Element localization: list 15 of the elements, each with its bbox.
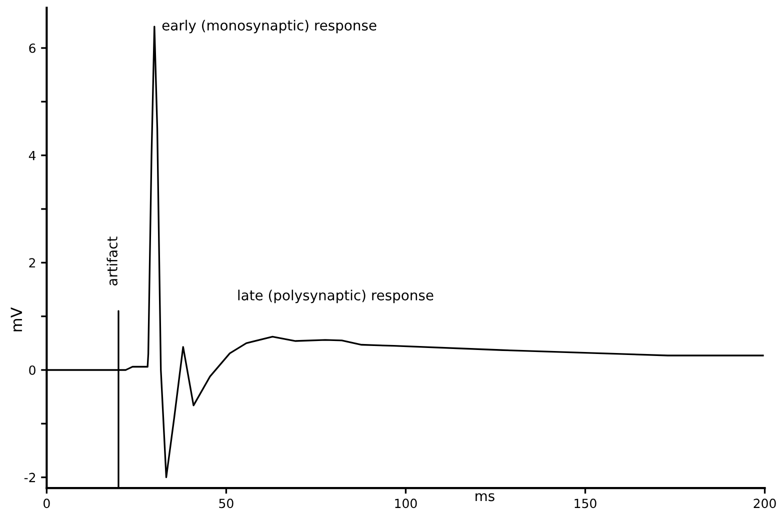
x-tick-label: 0 (44, 498, 50, 508)
y-tick-label: 0 (29, 365, 36, 375)
x-tick-label: 200 (754, 498, 776, 508)
x-tick-label: 150 (574, 498, 596, 508)
y-tick-label: 6 (29, 43, 36, 53)
y-tick-label: 4 (28, 150, 36, 160)
x-axis-title: ms (476, 493, 494, 502)
annotation: late (polysynaptic) response (238, 290, 434, 304)
y-tick-label: 2 (29, 258, 36, 268)
y-tick-label: -2 (24, 472, 36, 482)
y-axis-title: mV (10, 307, 22, 332)
annotation: early (monosynaptic) response (162, 20, 376, 34)
annotation: artifact (106, 236, 118, 286)
x-tick-label: 100 (395, 498, 417, 508)
x-tick-label: 50 (219, 498, 234, 508)
